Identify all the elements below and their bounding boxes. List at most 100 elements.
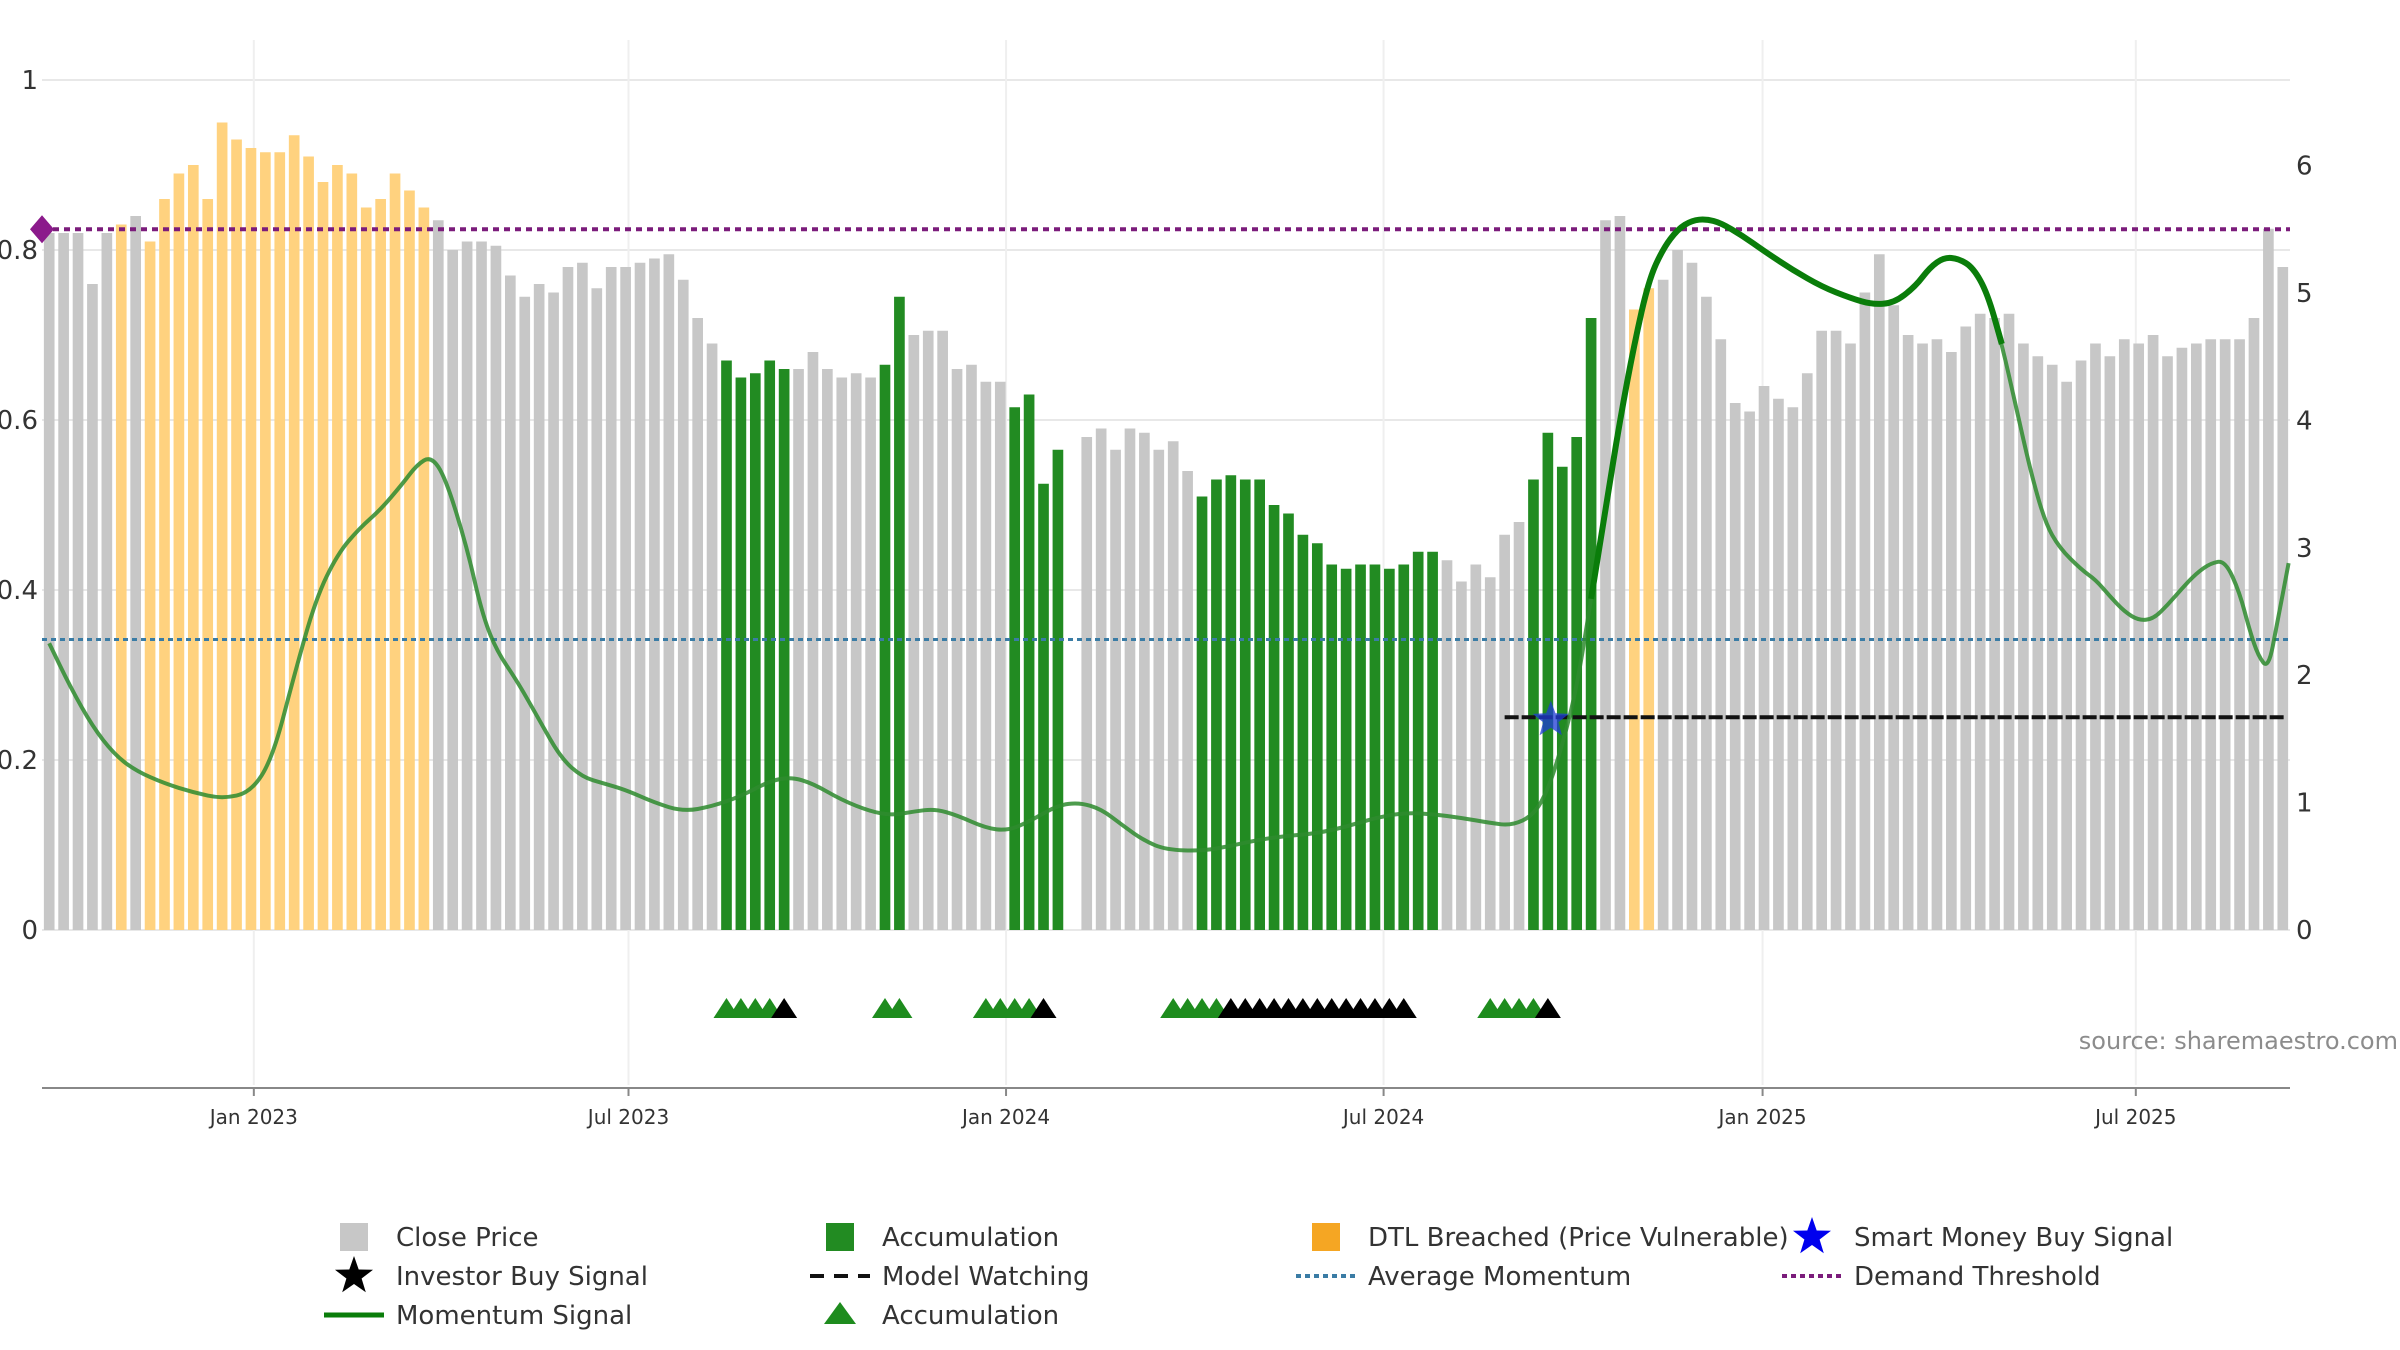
investor-triangle [1534, 998, 1561, 1018]
bar-1 [58, 233, 69, 930]
right-tick-label: 1 [2296, 789, 2313, 819]
bar-46 [706, 343, 718, 930]
bar-114 [1686, 262, 1698, 930]
bar-109 [1614, 216, 1626, 930]
bar-14 [245, 148, 257, 930]
bar-124 [1830, 330, 1842, 930]
bar-82 [1225, 475, 1237, 930]
bar-11 [202, 199, 214, 930]
bar-52 [793, 369, 804, 930]
legend-dtl-swatch [1312, 1223, 1340, 1251]
legend-label: Momentum Signal [396, 1301, 632, 1331]
bar-79 [1182, 471, 1193, 930]
signal-lines [30, 215, 2291, 853]
bar-63 [951, 369, 963, 930]
source-label: source: sharemaestro.com [2079, 1027, 2398, 1055]
bar-74 [1110, 449, 1121, 930]
bar-37 [577, 262, 588, 930]
bar-115 [1701, 296, 1712, 930]
bar-147 [2162, 356, 2173, 930]
bar-80 [1196, 496, 1208, 930]
x-tick-label: Jan 2023 [208, 1105, 298, 1129]
bar-65 [980, 381, 992, 930]
bar-9 [173, 173, 185, 930]
bar-138 [2032, 356, 2044, 930]
legend-smart-money-star-icon [1793, 1217, 1831, 1254]
bar-144 [2118, 339, 2130, 930]
right-tick-label: 0 [2296, 916, 2313, 946]
bar-69 [1038, 483, 1049, 930]
bar-32 [505, 275, 516, 930]
legend-item-watching: Model Watching [810, 1262, 1089, 1292]
investor-triangle [1030, 998, 1057, 1018]
bar-15 [260, 152, 271, 930]
bar-152 [2234, 339, 2245, 930]
bar-73 [1095, 428, 1107, 930]
bar-81 [1211, 479, 1222, 930]
bar-131 [1931, 339, 1943, 930]
bar-36 [562, 267, 574, 930]
demand-threshold-marker [30, 215, 54, 244]
bar-140 [2061, 381, 2072, 930]
bar-38 [591, 288, 603, 930]
bar-119 [1758, 386, 1770, 930]
investor-triangle [1390, 998, 1417, 1018]
bar-118 [1744, 411, 1755, 930]
bar-105 [1556, 466, 1568, 930]
right-tick-label: 6 [2296, 152, 2313, 182]
legend-item-smart_money: Smart Money Buy Signal [1793, 1217, 2173, 1254]
bar-43 [663, 254, 675, 930]
bar-55 [836, 377, 848, 930]
bar-113 [1672, 250, 1683, 930]
bar-29 [461, 241, 473, 930]
bar-98 [1456, 581, 1467, 930]
bar-6 [130, 216, 141, 930]
bar-59 [894, 296, 905, 930]
bar-107 [1585, 318, 1597, 930]
bar-47 [721, 360, 732, 930]
bar-17 [288, 135, 300, 930]
legend-label: Demand Threshold [1854, 1262, 2101, 1292]
right-tick-label: 5 [2296, 279, 2313, 309]
bar-117 [1729, 403, 1741, 930]
bar-125 [1845, 343, 1856, 930]
legend-label: Accumulation [882, 1301, 1059, 1331]
right-tick-label: 3 [2296, 534, 2313, 564]
bar-94 [1398, 564, 1410, 930]
bar-10 [187, 165, 199, 930]
bar-41 [634, 262, 646, 930]
bar-149 [2191, 343, 2202, 930]
axes: 0 0.2 0.4 0.6 0.8 1 0 1 2 3 4 5 6 Jan 2023 Jul 2023 Jan… [0, 66, 2313, 1129]
bar-70 [1052, 449, 1064, 930]
legend-item-demand: Demand Threshold [1782, 1262, 2101, 1292]
momentum-line [47, 217, 2291, 853]
legend-label: Close Price [396, 1223, 539, 1253]
bar-30 [476, 241, 487, 930]
accumulation-triangle [886, 998, 913, 1018]
bar-139 [2046, 364, 2058, 930]
left-tick-label: 0.6 [0, 406, 38, 436]
bar-33 [519, 296, 531, 930]
bar-58 [879, 364, 891, 930]
bar-96 [1427, 551, 1438, 930]
bar-135 [1989, 318, 2000, 930]
bar-67 [1009, 407, 1021, 930]
legend-item-accumulation: Accumulation [826, 1223, 1059, 1253]
bar-112 [1657, 279, 1669, 930]
bar-20 [332, 165, 343, 930]
x-tick-label: Jan 2024 [960, 1105, 1050, 1129]
bar-66 [994, 381, 1006, 930]
bar-104 [1542, 432, 1554, 930]
bar-137 [2018, 343, 2029, 930]
bar-154 [2263, 228, 2274, 930]
legend-accumulation-swatch [826, 1223, 854, 1251]
bar-68 [1023, 394, 1035, 930]
bar-61 [922, 330, 934, 930]
bar-23 [375, 199, 386, 930]
bar-85 [1268, 505, 1280, 930]
legend-label: Smart Money Buy Signal [1854, 1223, 2173, 1253]
bar-75 [1124, 428, 1136, 930]
bar-136 [2003, 313, 2015, 930]
bar-102 [1513, 522, 1525, 930]
legend-item-average: Average Momentum [1296, 1262, 1631, 1292]
